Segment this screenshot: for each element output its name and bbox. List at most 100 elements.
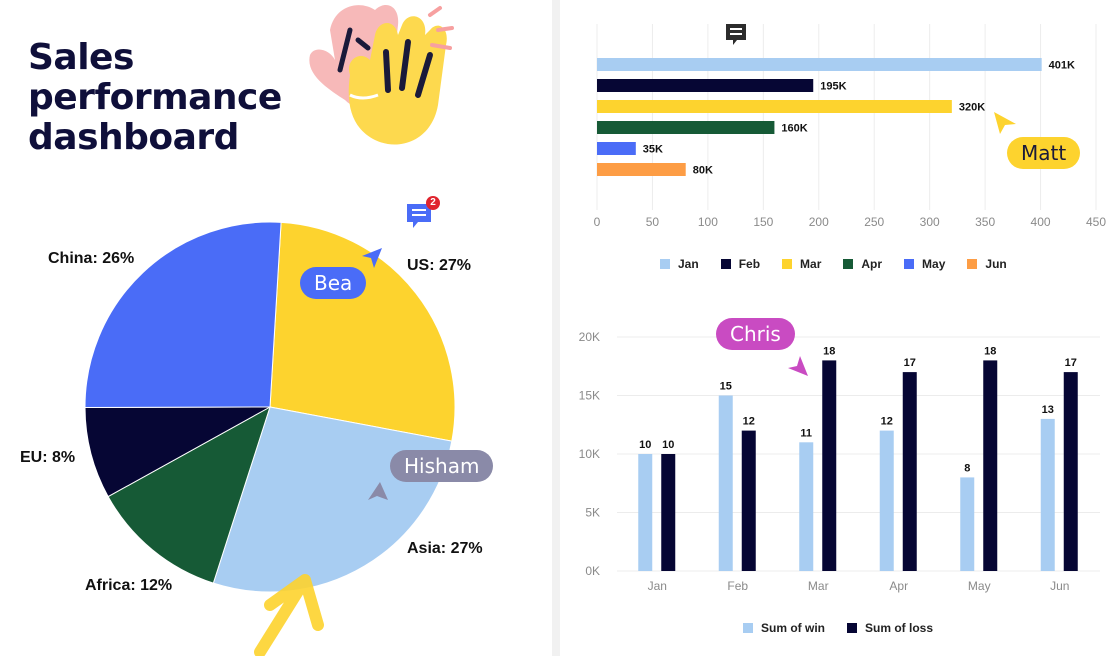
vbar-loss-mar bbox=[822, 360, 837, 571]
legend-label: Sum of loss bbox=[865, 621, 934, 635]
vbar-value-label: 11 bbox=[800, 427, 812, 439]
vbar-win-feb bbox=[718, 395, 733, 571]
vbar-x-tick-label: Feb bbox=[727, 579, 748, 593]
hbar-apr bbox=[597, 121, 775, 134]
vbar-x-tick-label: Mar bbox=[808, 579, 829, 593]
vbar-value-label: 17 bbox=[1065, 357, 1077, 369]
legend-swatch bbox=[782, 259, 793, 269]
pie-slice-eu bbox=[84, 406, 271, 498]
vbar-value-label: 17 bbox=[904, 357, 916, 369]
comment-icon[interactable] bbox=[404, 202, 434, 230]
hbar-feb bbox=[597, 79, 814, 92]
legend-label: May bbox=[922, 257, 946, 271]
legend-swatch bbox=[904, 259, 915, 269]
hbar-may bbox=[597, 142, 636, 155]
vbar-value-label: 13 bbox=[1042, 404, 1054, 416]
legend-swatch bbox=[743, 623, 753, 633]
legend-item-feb: Feb bbox=[720, 257, 761, 271]
vbar-win-may bbox=[960, 477, 975, 571]
vbar-x-tick-label: May bbox=[968, 579, 991, 593]
hbar-x-tick-label: 450 bbox=[1086, 215, 1106, 229]
legend-item-jan: Jan bbox=[660, 257, 699, 271]
legend-swatch bbox=[967, 259, 978, 269]
legend-label: Sum of win bbox=[761, 621, 825, 635]
hbar-value-label: 80K bbox=[693, 165, 713, 177]
comment-count-badge: 2 bbox=[426, 196, 440, 210]
vbar-x-tick-label: Jan bbox=[648, 579, 667, 593]
vbar-y-tick-label: 0K bbox=[585, 564, 600, 578]
chris-cursor-icon bbox=[788, 356, 808, 376]
vbar-value-label: 18 bbox=[984, 345, 996, 357]
pie-slice-china bbox=[84, 221, 282, 409]
legend-swatch bbox=[843, 259, 854, 269]
hbar-x-tick-label: 100 bbox=[698, 215, 718, 229]
matt-cursor-icon bbox=[994, 112, 1016, 134]
hbar-x-tick-label: 50 bbox=[646, 215, 660, 229]
win-loss-bar-chart: 0K 5K 10K 15K 20K 10 10 Jan 15 12 Feb 11 18 Mar 12 17 Ap… bbox=[579, 330, 1100, 593]
legend-label: Jun bbox=[985, 257, 1007, 271]
pie-slice-africa bbox=[107, 405, 271, 584]
vbar-loss-may bbox=[983, 360, 998, 571]
monthly-sales-legend: Jan Feb Mar Apr May Jun bbox=[660, 257, 1029, 271]
vbar-x-tick-label: Apr bbox=[889, 579, 908, 593]
pie-label-eu: EU: 8% bbox=[20, 449, 75, 466]
legend-item-series-1: Sum of win bbox=[743, 621, 825, 635]
vbar-win-jun bbox=[1040, 418, 1055, 571]
legend-item-jun: Jun bbox=[967, 257, 1007, 271]
hbar-x-tick-label: 350 bbox=[975, 215, 995, 229]
hbar-jun bbox=[597, 163, 686, 176]
vbar-value-label: 10 bbox=[662, 439, 674, 451]
vbar-win-mar bbox=[799, 442, 814, 571]
hbar-x-tick-label: 250 bbox=[864, 215, 884, 229]
vbar-y-tick-label: 10K bbox=[579, 447, 600, 461]
yellow-arrow-icon bbox=[254, 574, 324, 656]
right-panel: 0 50 100 150 200 250 300 350 400 450 401K 195K 320K 1… bbox=[560, 0, 1112, 656]
yellow-hand-icon bbox=[337, 16, 447, 145]
legend-item-may: May bbox=[904, 257, 945, 271]
hbar-value-label: 401K bbox=[1049, 60, 1075, 72]
hbar-mar bbox=[597, 100, 952, 113]
hbar-x-tick-label: 300 bbox=[920, 215, 940, 229]
hisham-cursor-icon bbox=[368, 482, 388, 500]
pie-comment[interactable]: 2 bbox=[404, 196, 444, 230]
vbar-loss-apr bbox=[902, 372, 917, 571]
legend-item-series-2: Sum of loss bbox=[847, 621, 933, 635]
vbar-loss-jun bbox=[1063, 372, 1078, 571]
legend-label: Feb bbox=[738, 257, 761, 271]
legend-swatch bbox=[720, 259, 731, 269]
page-title: Sales performance dashboard bbox=[28, 37, 282, 158]
left-panel: Sales performance dashboard US: 27% Asia:… bbox=[0, 0, 552, 656]
bea-cursor-label: Bea bbox=[300, 267, 367, 299]
monthly-sales-bar-chart: 0 50 100 150 200 250 300 350 400 450 401K 195K 320K 1… bbox=[594, 24, 1106, 229]
pie-label-asia: Asia: 27% bbox=[407, 540, 483, 557]
pie-label-us: US: 27% bbox=[407, 257, 471, 274]
vbar-value-label: 15 bbox=[720, 381, 732, 393]
vbar-loss-jan bbox=[661, 454, 676, 571]
legend-label: Apr bbox=[861, 257, 883, 271]
hbar-x-tick-label: 0 bbox=[594, 215, 601, 229]
bar-comment-icon[interactable] bbox=[723, 22, 749, 48]
vbar-y-tick-label: 20K bbox=[579, 330, 600, 344]
chris-cursor-label: Chris bbox=[716, 318, 795, 350]
panel-divider bbox=[552, 0, 560, 656]
hbar-x-tick-label: 150 bbox=[753, 215, 773, 229]
win-loss-legend: Sum of win Sum of loss bbox=[743, 621, 955, 635]
legend-label: Jan bbox=[678, 257, 699, 271]
legend-item-apr: Apr bbox=[843, 257, 882, 271]
pie-label-africa: Africa: 12% bbox=[85, 577, 172, 594]
vbar-value-label: 10 bbox=[639, 439, 651, 451]
hbar-value-label: 160K bbox=[781, 123, 807, 135]
legend-item-mar: Mar bbox=[782, 257, 821, 271]
vbar-y-tick-label: 15K bbox=[579, 389, 600, 403]
hbar-value-label: 195K bbox=[820, 81, 846, 93]
hisham-cursor-label: Hisham bbox=[390, 450, 494, 482]
pie-label-china: China: 26% bbox=[48, 250, 134, 267]
hbar-x-tick-label: 400 bbox=[1031, 215, 1051, 229]
vbar-value-label: 8 bbox=[964, 462, 970, 474]
hbar-jan bbox=[597, 58, 1042, 71]
hbar-value-label: 35K bbox=[643, 144, 663, 156]
vbar-value-label: 18 bbox=[823, 345, 835, 357]
vbar-win-apr bbox=[879, 430, 894, 571]
vbar-y-tick-label: 5K bbox=[585, 506, 600, 520]
hbar-value-label: 320K bbox=[959, 102, 985, 114]
